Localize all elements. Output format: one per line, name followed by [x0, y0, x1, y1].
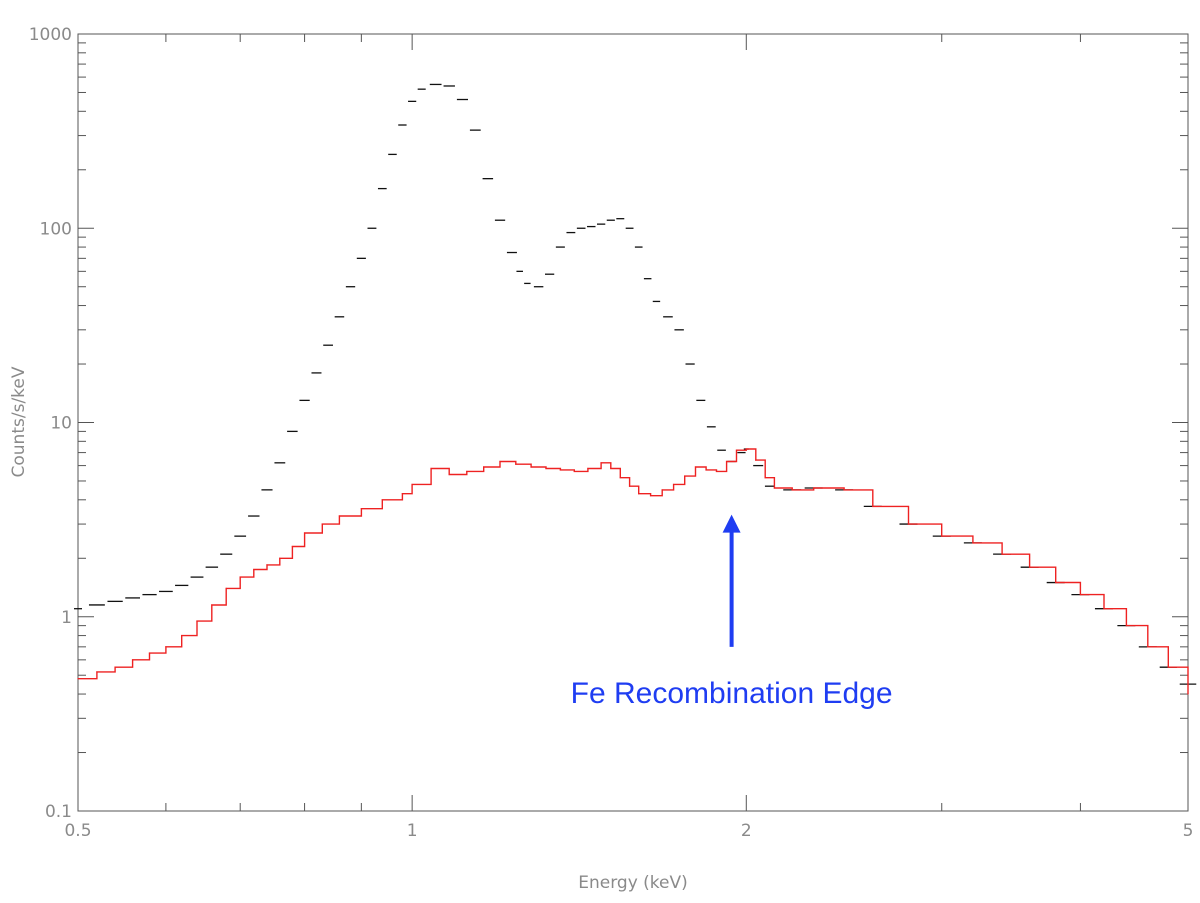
model-point — [381, 499, 383, 501]
model-point — [755, 459, 757, 461]
model-point — [672, 483, 675, 486]
tick-labels: 0.5 1 2 5 0.1 1 10 100 1000 — [29, 25, 1194, 841]
model-point — [1167, 666, 1169, 668]
model-point — [587, 467, 589, 470]
model-point — [96, 671, 98, 673]
model-point — [466, 470, 468, 473]
model-point — [559, 469, 561, 471]
x-tick-label: 2 — [741, 821, 752, 841]
model-point — [1001, 553, 1003, 555]
model-point — [705, 469, 707, 471]
model-point — [684, 475, 686, 477]
model-point — [1125, 625, 1127, 627]
model-point — [661, 489, 663, 491]
model-point — [148, 652, 151, 654]
model-point — [813, 487, 815, 489]
model-point — [530, 466, 532, 468]
model-point — [181, 634, 183, 637]
model-point — [1029, 566, 1031, 568]
model-point — [291, 545, 293, 548]
model-point — [694, 466, 697, 468]
model-point — [745, 448, 747, 450]
model-point — [941, 535, 943, 537]
x-axis-title: Energy (keV) — [578, 873, 688, 893]
model-point — [715, 470, 718, 473]
model-point — [773, 487, 775, 489]
model-point — [600, 462, 602, 464]
model-point — [650, 495, 652, 497]
x-tick-label: 1 — [407, 821, 418, 841]
model-point — [499, 460, 501, 463]
model-point — [764, 477, 766, 479]
model-point — [972, 542, 974, 544]
model-point — [791, 489, 793, 491]
model-point — [1147, 646, 1149, 648]
x-tick-label: 5 — [1183, 821, 1194, 841]
model-point — [448, 473, 450, 476]
annotation-label: Fe Recombination Edge — [571, 677, 893, 710]
model-point — [483, 466, 485, 468]
plot-area — [77, 33, 1189, 812]
annotation-arrowhead — [722, 514, 741, 533]
model-point — [225, 587, 227, 589]
y-tick-label: 0.1 — [45, 802, 72, 822]
model-point — [338, 515, 341, 517]
model-point — [430, 467, 432, 470]
axis-ticks — [77, 33, 1189, 812]
model-point — [515, 463, 517, 465]
model-point — [1055, 581, 1057, 584]
annotation-layer: Fe Recombination Edge — [571, 514, 893, 710]
model-point — [321, 523, 323, 525]
model-point — [1079, 594, 1082, 596]
y-tick-label: 1000 — [29, 25, 72, 45]
model-point — [279, 557, 281, 559]
model-point — [610, 467, 612, 470]
model-point — [411, 483, 413, 486]
model-point — [545, 467, 547, 470]
x-tick-label: 0.5 — [64, 821, 91, 841]
model-point — [165, 646, 167, 648]
model-point — [77, 678, 79, 680]
y-tick-label: 100 — [40, 219, 72, 239]
model-point — [303, 532, 306, 534]
y-tick-label: 1 — [61, 608, 72, 628]
model-point — [114, 666, 116, 668]
model-point — [619, 477, 621, 479]
model-point — [196, 620, 198, 622]
model-point — [628, 485, 631, 487]
model-point — [843, 489, 845, 491]
model-point — [726, 460, 728, 463]
y-axis-title: Counts/s/keV — [9, 366, 29, 477]
model-point — [239, 576, 241, 578]
model-point — [266, 564, 268, 566]
model-point — [1103, 608, 1105, 610]
model-point — [638, 493, 640, 495]
model-point — [401, 493, 404, 495]
model-point — [907, 523, 910, 525]
model-point — [211, 604, 213, 606]
model-point — [253, 568, 255, 571]
model-point — [360, 508, 362, 510]
y-tick-label: 10 — [50, 414, 72, 434]
model-point — [735, 449, 738, 451]
model-point — [1187, 693, 1189, 695]
series-layer — [74, 83, 1197, 695]
model-point — [872, 505, 874, 507]
model-point — [573, 470, 575, 473]
model-point — [132, 659, 134, 661]
